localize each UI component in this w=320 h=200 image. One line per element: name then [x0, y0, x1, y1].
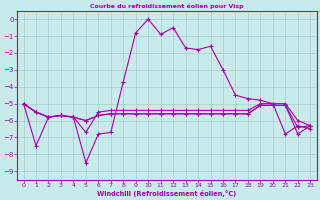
X-axis label: Windchill (Refroidissement éolien,°C): Windchill (Refroidissement éolien,°C): [97, 190, 236, 197]
Title: Courbe du refroidissement éolien pour Visp: Courbe du refroidissement éolien pour Vi…: [90, 3, 244, 9]
